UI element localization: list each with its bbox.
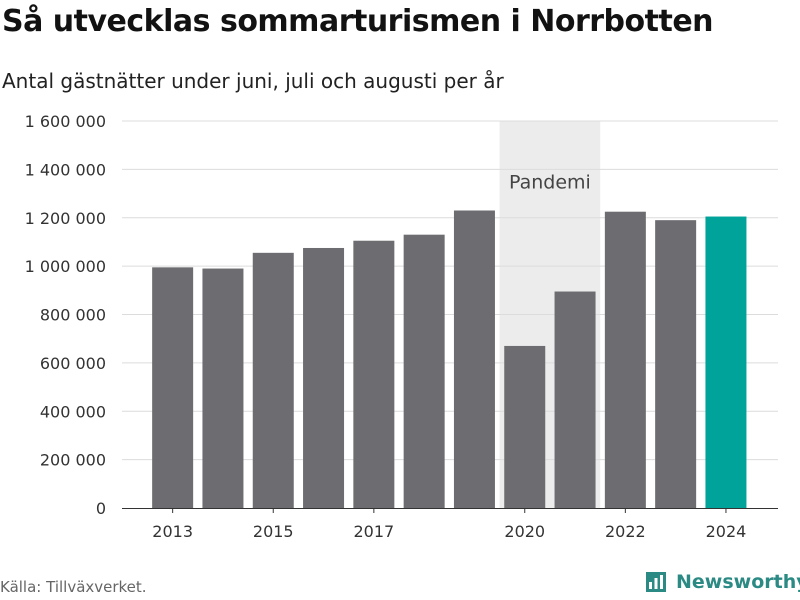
y-tick-label: 200 000 [40, 451, 106, 470]
annotation-label: Pandemi [509, 171, 591, 193]
y-tick-label: 1 600 000 [25, 112, 106, 131]
chart-subtitle: Antal gästnätter under juni, juli och au… [2, 69, 504, 93]
bar-2016 [303, 247, 345, 508]
y-tick-label: 0 [96, 499, 106, 518]
bar-2014 [202, 268, 244, 508]
newsworthy-logo-icon [646, 572, 666, 592]
x-tick-label: 2020 [504, 522, 545, 541]
y-tick-label: 1 000 000 [25, 257, 106, 276]
x-tick-label: 2015 [253, 522, 294, 541]
bar-2015 [252, 252, 294, 508]
x-tick-label: 2013 [152, 522, 193, 541]
y-tick-label: 600 000 [40, 354, 106, 373]
brand-logo: Newsworthy [644, 570, 800, 594]
bar-2020 [504, 345, 546, 508]
y-tick-label: 1 200 000 [25, 209, 106, 228]
chart-title: Så utvecklas sommarturismen i Norrbotten [2, 4, 714, 39]
brand-name: Newsworthy [676, 571, 800, 593]
x-tick-label: 2017 [353, 522, 394, 541]
y-tick-label: 400 000 [40, 402, 106, 421]
bar-2024 [705, 216, 747, 508]
bar-2022 [604, 211, 646, 508]
bar-2019 [453, 210, 495, 508]
y-tick-label: 800 000 [40, 306, 106, 325]
bar-2021 [554, 291, 596, 508]
x-tick-label: 2022 [605, 522, 646, 541]
bar-2017 [353, 240, 395, 508]
bar-2023 [655, 220, 697, 508]
source-note: Källa: Tillväxverket. [0, 578, 147, 596]
y-tick-label: 1 400 000 [25, 160, 106, 179]
bar-2013 [152, 267, 194, 508]
bar-2018 [403, 234, 445, 508]
x-tick-label: 2024 [706, 522, 747, 541]
